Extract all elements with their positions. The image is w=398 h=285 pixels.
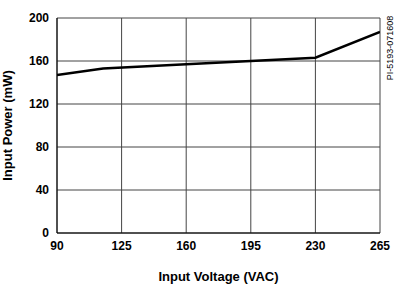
svg-text:230: 230 [305, 239, 325, 253]
svg-text:125: 125 [112, 239, 132, 253]
svg-text:Input Voltage (VAC): Input Voltage (VAC) [158, 269, 278, 284]
svg-text:Input Power (mW): Input Power (mW) [8, 70, 15, 181]
svg-text:160: 160 [176, 239, 196, 253]
svg-text:90: 90 [50, 239, 64, 253]
svg-text:120: 120 [29, 97, 49, 111]
svg-text:195: 195 [241, 239, 261, 253]
html-text:PI-5193-071608: PI-5193-071608 [385, 15, 395, 81]
svg-text:0: 0 [42, 226, 49, 240]
svg-text:40: 40 [36, 183, 50, 197]
svg-text:160: 160 [29, 54, 49, 68]
svg-text:80: 80 [36, 140, 50, 154]
svg-text:200: 200 [29, 11, 49, 25]
svg-text:265: 265 [370, 239, 390, 253]
